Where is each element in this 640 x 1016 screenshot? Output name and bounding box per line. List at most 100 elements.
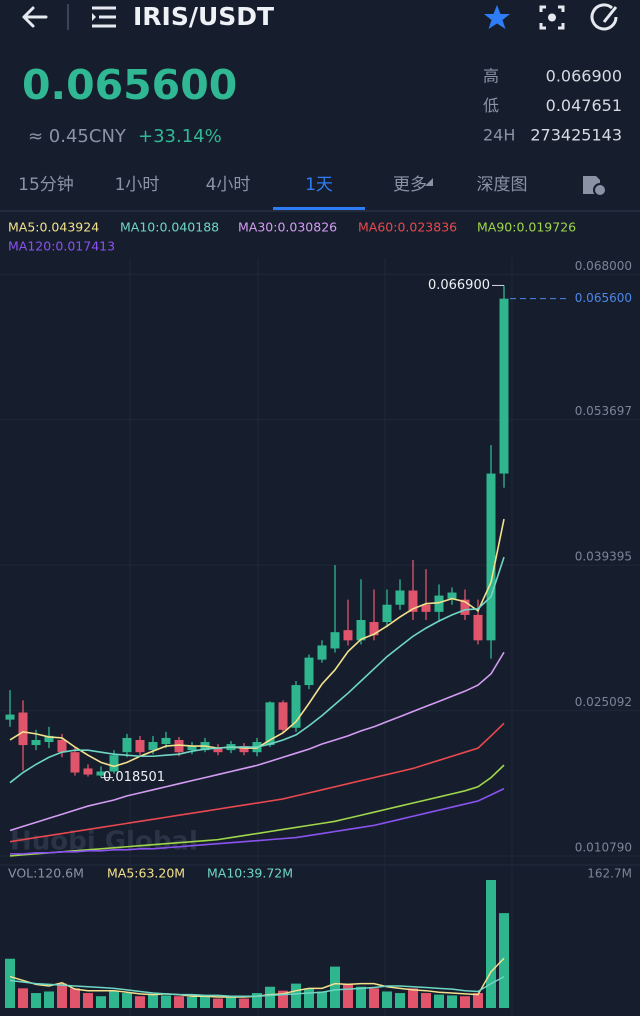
annotation-label: 0.018501 bbox=[103, 770, 165, 785]
candle-body bbox=[265, 702, 275, 746]
candle-body bbox=[291, 685, 301, 728]
volume-bar bbox=[421, 993, 431, 1008]
volume-bar bbox=[161, 995, 171, 1008]
y-tick-label: 0.010790 bbox=[575, 841, 632, 855]
more-caret bbox=[425, 178, 433, 186]
volume-bar bbox=[460, 996, 470, 1008]
volume-bar bbox=[356, 986, 366, 1008]
stat-value: 0.066900 bbox=[546, 67, 622, 86]
legend-item: MA5:0.043924 bbox=[8, 220, 99, 235]
legend-item: MA90:0.019726 bbox=[477, 220, 576, 235]
candle-body bbox=[57, 739, 67, 753]
settings-button[interactable] bbox=[583, 176, 607, 197]
candle-body bbox=[382, 604, 392, 623]
volume-bar bbox=[382, 991, 392, 1008]
volume-bar bbox=[213, 998, 223, 1008]
volume-bar bbox=[5, 958, 15, 1008]
favorite-button[interactable] bbox=[484, 5, 510, 29]
candle-body bbox=[5, 714, 15, 720]
y-tick-label: 0.053697 bbox=[575, 404, 632, 418]
candle-body bbox=[44, 735, 54, 743]
volume-bar bbox=[408, 988, 418, 1008]
volume-bar bbox=[473, 993, 483, 1008]
volume-bar bbox=[395, 993, 405, 1008]
candle-body bbox=[148, 742, 158, 751]
candle-body bbox=[447, 592, 457, 599]
candle-body bbox=[18, 712, 28, 746]
candle-body bbox=[421, 604, 431, 612]
tab[interactable]: 4小时 bbox=[206, 175, 251, 195]
volume-bar bbox=[122, 993, 132, 1008]
ma-line bbox=[9, 722, 505, 843]
tab[interactable]: 1小时 bbox=[115, 175, 160, 195]
legend-item: MA60:0.023836 bbox=[358, 220, 457, 235]
tab[interactable]: 更多 bbox=[393, 175, 427, 195]
share-button[interactable] bbox=[590, 3, 618, 31]
volume-bar bbox=[174, 996, 184, 1008]
volume-bar bbox=[200, 996, 210, 1008]
tab[interactable]: 15分钟 bbox=[18, 175, 74, 195]
candle-body bbox=[83, 768, 93, 775]
volume-bar bbox=[369, 988, 379, 1008]
volume-bar bbox=[317, 991, 327, 1008]
last-price: 0.065600 bbox=[22, 61, 237, 109]
ma-line bbox=[9, 556, 505, 784]
candle-body bbox=[395, 590, 405, 605]
candle-body bbox=[460, 599, 470, 615]
candle-body bbox=[31, 739, 41, 746]
volume-bar bbox=[96, 996, 106, 1008]
candle-body bbox=[213, 748, 223, 753]
volume-bar bbox=[291, 983, 301, 1008]
volume-bar bbox=[109, 991, 119, 1008]
candle-body bbox=[317, 645, 327, 660]
volume-bar bbox=[304, 988, 314, 1008]
volume-bar bbox=[148, 994, 158, 1008]
tab[interactable]: 1天 bbox=[305, 175, 333, 195]
y-tick-label: 0.025092 bbox=[575, 695, 632, 709]
y-tick-label: 162.7M bbox=[587, 867, 632, 881]
tab-indicator bbox=[273, 207, 365, 210]
volume-bar bbox=[18, 988, 28, 1008]
legend-item: MA30:0.030826 bbox=[238, 220, 337, 235]
candle-body bbox=[304, 657, 314, 686]
candle-body bbox=[408, 590, 418, 612]
y-tick-label: 0.039395 bbox=[575, 550, 632, 564]
stat-label: 高 bbox=[483, 67, 499, 86]
screenshot-button[interactable] bbox=[539, 5, 565, 30]
volume-bar bbox=[265, 986, 275, 1008]
volume-bar bbox=[135, 996, 145, 1008]
legend-item: MA10:39.72M bbox=[207, 866, 293, 881]
volume-bar bbox=[278, 990, 288, 1008]
volume-bar bbox=[31, 993, 41, 1008]
candle-body bbox=[278, 702, 288, 730]
candle-body bbox=[369, 622, 379, 636]
annotation-label: 0.066900 bbox=[428, 278, 490, 293]
candle-body bbox=[174, 739, 184, 753]
candle-body bbox=[70, 752, 80, 773]
stat-label: 24H bbox=[483, 126, 515, 145]
volume-bar bbox=[226, 996, 236, 1008]
y-tick-label: 0.068000 bbox=[575, 259, 632, 273]
stat-value: 0.047651 bbox=[546, 96, 622, 115]
volume-bar bbox=[486, 880, 496, 1008]
interval-tabs: 15分钟 1小时 4小时 1天 更多 深度图 bbox=[18, 175, 528, 210]
ma-line bbox=[9, 518, 505, 768]
volume-bar bbox=[70, 988, 80, 1008]
candle-body bbox=[109, 755, 119, 772]
ma-line bbox=[9, 651, 505, 832]
tab[interactable]: 深度图 bbox=[477, 175, 528, 195]
volume-bar bbox=[44, 991, 54, 1008]
ma-line bbox=[10, 787, 505, 855]
legend-item: VOL:120.6M bbox=[8, 866, 84, 881]
menu-button[interactable] bbox=[92, 6, 116, 28]
candle-body bbox=[330, 632, 340, 649]
candle-body bbox=[96, 771, 106, 776]
candle-body bbox=[239, 746, 249, 753]
stat-value: 273425143 bbox=[530, 126, 622, 145]
volume-bar bbox=[330, 966, 340, 1008]
legend-item: MA10:0.040188 bbox=[120, 220, 219, 235]
back-button[interactable] bbox=[22, 6, 48, 28]
volume-bar bbox=[83, 993, 93, 1008]
